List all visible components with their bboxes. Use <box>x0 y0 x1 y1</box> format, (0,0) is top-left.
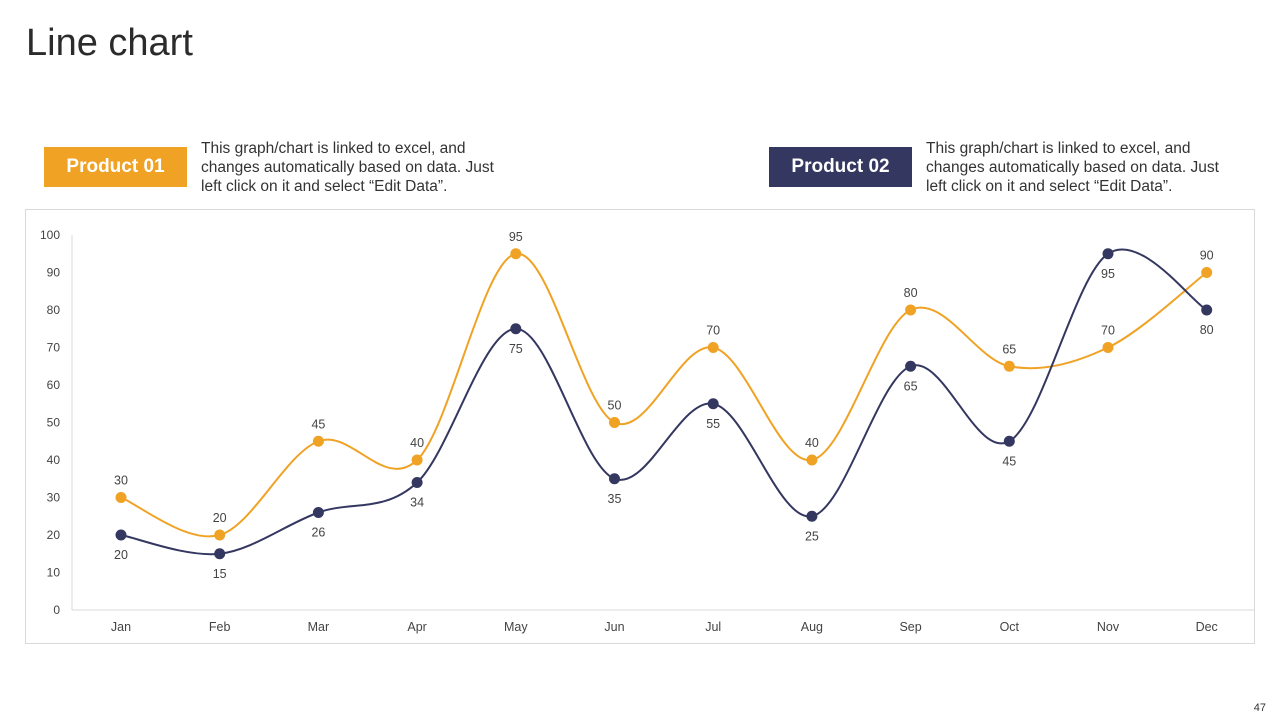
product-01-point <box>905 304 917 316</box>
product-02-description: This graph/chart is linked to excel, and… <box>926 140 1219 195</box>
x-tick-label: Sep <box>899 620 921 634</box>
slide-title: Line chart <box>26 22 193 64</box>
x-tick-label: Dec <box>1196 620 1218 634</box>
page-number: 47 <box>1253 702 1266 714</box>
product-01-data-label: 50 <box>608 399 622 413</box>
product-01-data-label: 45 <box>311 417 325 431</box>
y-tick-label: 10 <box>47 566 61 580</box>
y-tick-label: 60 <box>47 378 61 392</box>
product-02-point <box>312 507 324 518</box>
x-tick-label: Jan <box>111 620 131 634</box>
product-01-description: This graph/chart is linked to excel, and… <box>201 140 494 195</box>
product-01-point <box>411 454 423 466</box>
product-02-point <box>115 529 127 541</box>
product-02-point <box>806 510 818 522</box>
product-02-point <box>707 398 719 410</box>
product-01-data-label: 40 <box>805 436 819 450</box>
product-01-data-label: 90 <box>1200 249 1214 263</box>
product-02-data-label: 65 <box>904 379 918 393</box>
product-01-data-label: 65 <box>1002 342 1016 356</box>
product-01-point <box>806 454 818 466</box>
x-tick-label: Mar <box>308 620 330 634</box>
line-chart[interactable]: 0 10 20 30 40 50 60 70 80 90 100 Jan Feb Mar Apr May Jun… <box>26 210 1256 645</box>
product-02-point <box>1102 248 1114 260</box>
product-02-label: Product 02 <box>769 147 912 187</box>
product-02-point <box>1003 435 1015 447</box>
y-tick-label: 70 <box>47 341 61 355</box>
product-01-point <box>510 248 522 260</box>
product-01-line <box>120 252 1208 538</box>
product-02-point <box>510 323 522 335</box>
product-01-point <box>115 492 127 503</box>
chart-container[interactable]: 0 10 20 30 40 50 60 70 80 90 100 Jan Feb Mar Apr May Jun… <box>25 209 1255 644</box>
y-tick-label: 30 <box>47 491 61 505</box>
y-tick-label: 100 <box>40 228 60 242</box>
y-tick-label: 80 <box>47 303 61 317</box>
product-01-data-label: 95 <box>509 230 523 244</box>
product-02-data-label: 34 <box>410 496 424 510</box>
x-tick-label: Aug <box>801 620 823 634</box>
product-02-point <box>609 473 620 485</box>
product-01-point <box>312 435 324 447</box>
x-tick-label: Jul <box>705 620 721 634</box>
y-tick-label: 50 <box>47 416 61 430</box>
product-02-point <box>214 548 226 560</box>
product-02-data-label: 25 <box>805 529 819 543</box>
product-02-data-label: 80 <box>1200 323 1214 337</box>
x-tick-label: Nov <box>1097 620 1120 634</box>
product-02-data-label: 55 <box>706 417 720 431</box>
product-01-data-label: 80 <box>904 286 918 300</box>
product-02-data-label: 45 <box>1002 454 1016 468</box>
x-tick-label: Oct <box>1000 620 1020 634</box>
y-tick-label: 0 <box>53 603 60 617</box>
product-01-point <box>1003 360 1015 372</box>
x-tick-label: Feb <box>209 620 231 634</box>
product-01-point <box>1102 342 1114 353</box>
product-01-point <box>214 529 226 541</box>
product-01-point <box>1201 267 1213 278</box>
product-02-point <box>905 360 917 372</box>
x-tick-label: May <box>504 620 528 634</box>
product-02-point <box>1201 304 1213 316</box>
product-01-data-label: 40 <box>410 436 424 450</box>
product-01-data-label: 30 <box>114 474 128 488</box>
y-tick-label: 20 <box>47 528 61 542</box>
product-02-data-label: 15 <box>213 567 227 581</box>
y-tick-label: 40 <box>47 453 61 467</box>
product-02-line <box>120 248 1208 556</box>
product-02-point <box>411 477 423 488</box>
product-02-data-label: 35 <box>608 492 622 506</box>
product-01-data-label: 70 <box>1101 324 1115 338</box>
product-02-data-label: 75 <box>509 342 523 356</box>
x-tick-label: Apr <box>407 620 426 634</box>
y-tick-label: 90 <box>47 266 61 280</box>
product-01-point <box>609 417 620 428</box>
product-02-data-label: 95 <box>1101 267 1115 281</box>
product-01-label: Product 01 <box>44 147 187 187</box>
product-01-data-label: 70 <box>706 324 720 338</box>
x-tick-label: Jun <box>604 620 624 634</box>
product-02-data-label: 20 <box>114 548 128 562</box>
product-02-data-label: 26 <box>311 526 325 540</box>
product-01-data-label: 20 <box>213 511 227 525</box>
product-01-point <box>707 342 719 353</box>
